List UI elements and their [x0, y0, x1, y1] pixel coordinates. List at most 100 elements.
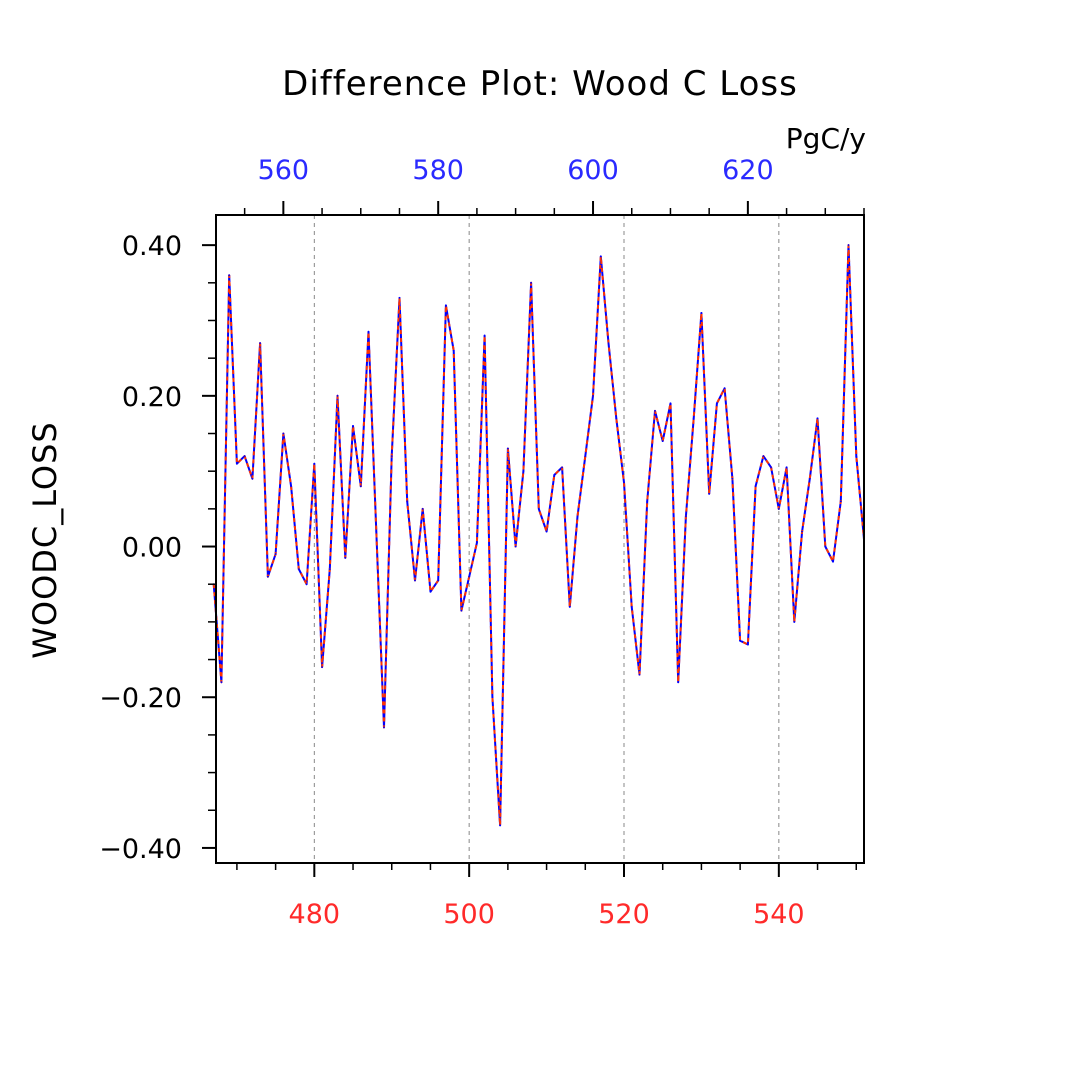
data-point [545, 530, 548, 533]
data-point [383, 726, 385, 729]
data-point [754, 485, 757, 488]
data-point [646, 500, 649, 503]
data-point [770, 466, 772, 469]
data-point [506, 447, 509, 450]
data-point [336, 394, 339, 397]
data-point [437, 579, 440, 582]
data-point [731, 477, 734, 480]
y-tick-label-0: 0.40 [122, 231, 182, 262]
data-point [685, 515, 687, 518]
data-point [832, 560, 834, 563]
data-point [236, 462, 238, 465]
data-point [623, 481, 625, 484]
data-point [452, 349, 455, 352]
data-point [414, 579, 416, 582]
data-point [576, 515, 579, 518]
units-label: PgC/y [786, 122, 866, 155]
data-point [390, 455, 393, 458]
data-point [630, 605, 633, 608]
data-point [654, 410, 656, 412]
data-point [328, 568, 331, 571]
x-top-tick-label-1: 580 [412, 155, 464, 186]
x-bottom-tick-label-1: 500 [443, 899, 495, 930]
data-point [290, 485, 292, 488]
data-point [344, 556, 347, 559]
y-tick-label-2: 0.00 [122, 533, 182, 564]
data-point [406, 500, 409, 503]
y-tick-label-4: −0.40 [99, 834, 182, 865]
chart-title: Difference Plot: Wood C Loss [282, 64, 798, 104]
data-point [476, 541, 478, 544]
axes: 0.40 0.20 0.00 −0.20 −0.40 480 500 520 540 560 580… [99, 155, 865, 930]
x-bottom-tick-label-3: 540 [753, 899, 805, 930]
data-point [537, 507, 540, 510]
data-point [305, 583, 308, 586]
data-point [700, 312, 703, 314]
x-top-tick-label-3: 620 [722, 155, 774, 186]
series-line-red-dashed [212, 244, 865, 827]
data-point [801, 530, 803, 533]
data-point [561, 466, 563, 469]
data-point [847, 244, 850, 247]
data-point [777, 507, 780, 510]
data-point [367, 330, 370, 333]
data-point [739, 639, 742, 642]
data-point [553, 474, 556, 476]
data-point [692, 417, 695, 420]
data-point [321, 666, 323, 668]
data-point [762, 455, 765, 458]
data-point [398, 296, 401, 299]
data-point [599, 255, 602, 258]
data-point [483, 334, 486, 337]
data-point [429, 590, 432, 593]
data-point [785, 466, 788, 469]
data-point [708, 492, 711, 495]
data-point [824, 545, 827, 548]
data-point [669, 402, 672, 405]
data-point [421, 507, 424, 510]
data-point [282, 432, 285, 435]
data-point [297, 568, 300, 571]
data-point [661, 440, 664, 442]
data-point [243, 455, 246, 458]
data-point [266, 575, 269, 578]
data-point [816, 417, 819, 420]
data-point [359, 485, 362, 488]
data-point [274, 553, 277, 555]
x-bottom-tick-label-2: 520 [598, 899, 650, 930]
data-point [793, 620, 796, 623]
data-point [499, 824, 502, 827]
data-point [468, 575, 471, 578]
data-point [592, 394, 594, 397]
data-point [677, 681, 680, 684]
data-point [607, 342, 610, 344]
data-point [259, 342, 262, 344]
data-point [584, 455, 587, 458]
data-point [313, 462, 316, 465]
data-point [746, 643, 749, 646]
y-tick-label-1: 0.20 [122, 382, 182, 413]
data-point [375, 530, 378, 533]
x-top-tick-label-2: 600 [567, 155, 619, 186]
data-point [723, 387, 726, 390]
data-point [514, 545, 517, 548]
x-top-tick-label-0: 560 [258, 155, 310, 186]
data-point [220, 681, 223, 684]
plot-frame [215, 214, 865, 864]
data-point [638, 673, 641, 676]
data-point [615, 417, 618, 420]
data-point [522, 470, 525, 473]
data-point [716, 402, 718, 405]
y-axis-label: WOODC_LOSS [26, 421, 64, 659]
data-point [445, 304, 447, 307]
series-line-blue [212, 244, 865, 827]
data-point [491, 696, 494, 699]
y-tick-label-3: −0.20 [99, 683, 182, 714]
series-layer [212, 244, 865, 827]
x-bottom-tick-label-0: 480 [289, 899, 341, 930]
data-point [251, 477, 254, 480]
data-point [460, 609, 463, 612]
data-point [568, 605, 571, 608]
gridlines [313, 215, 780, 863]
